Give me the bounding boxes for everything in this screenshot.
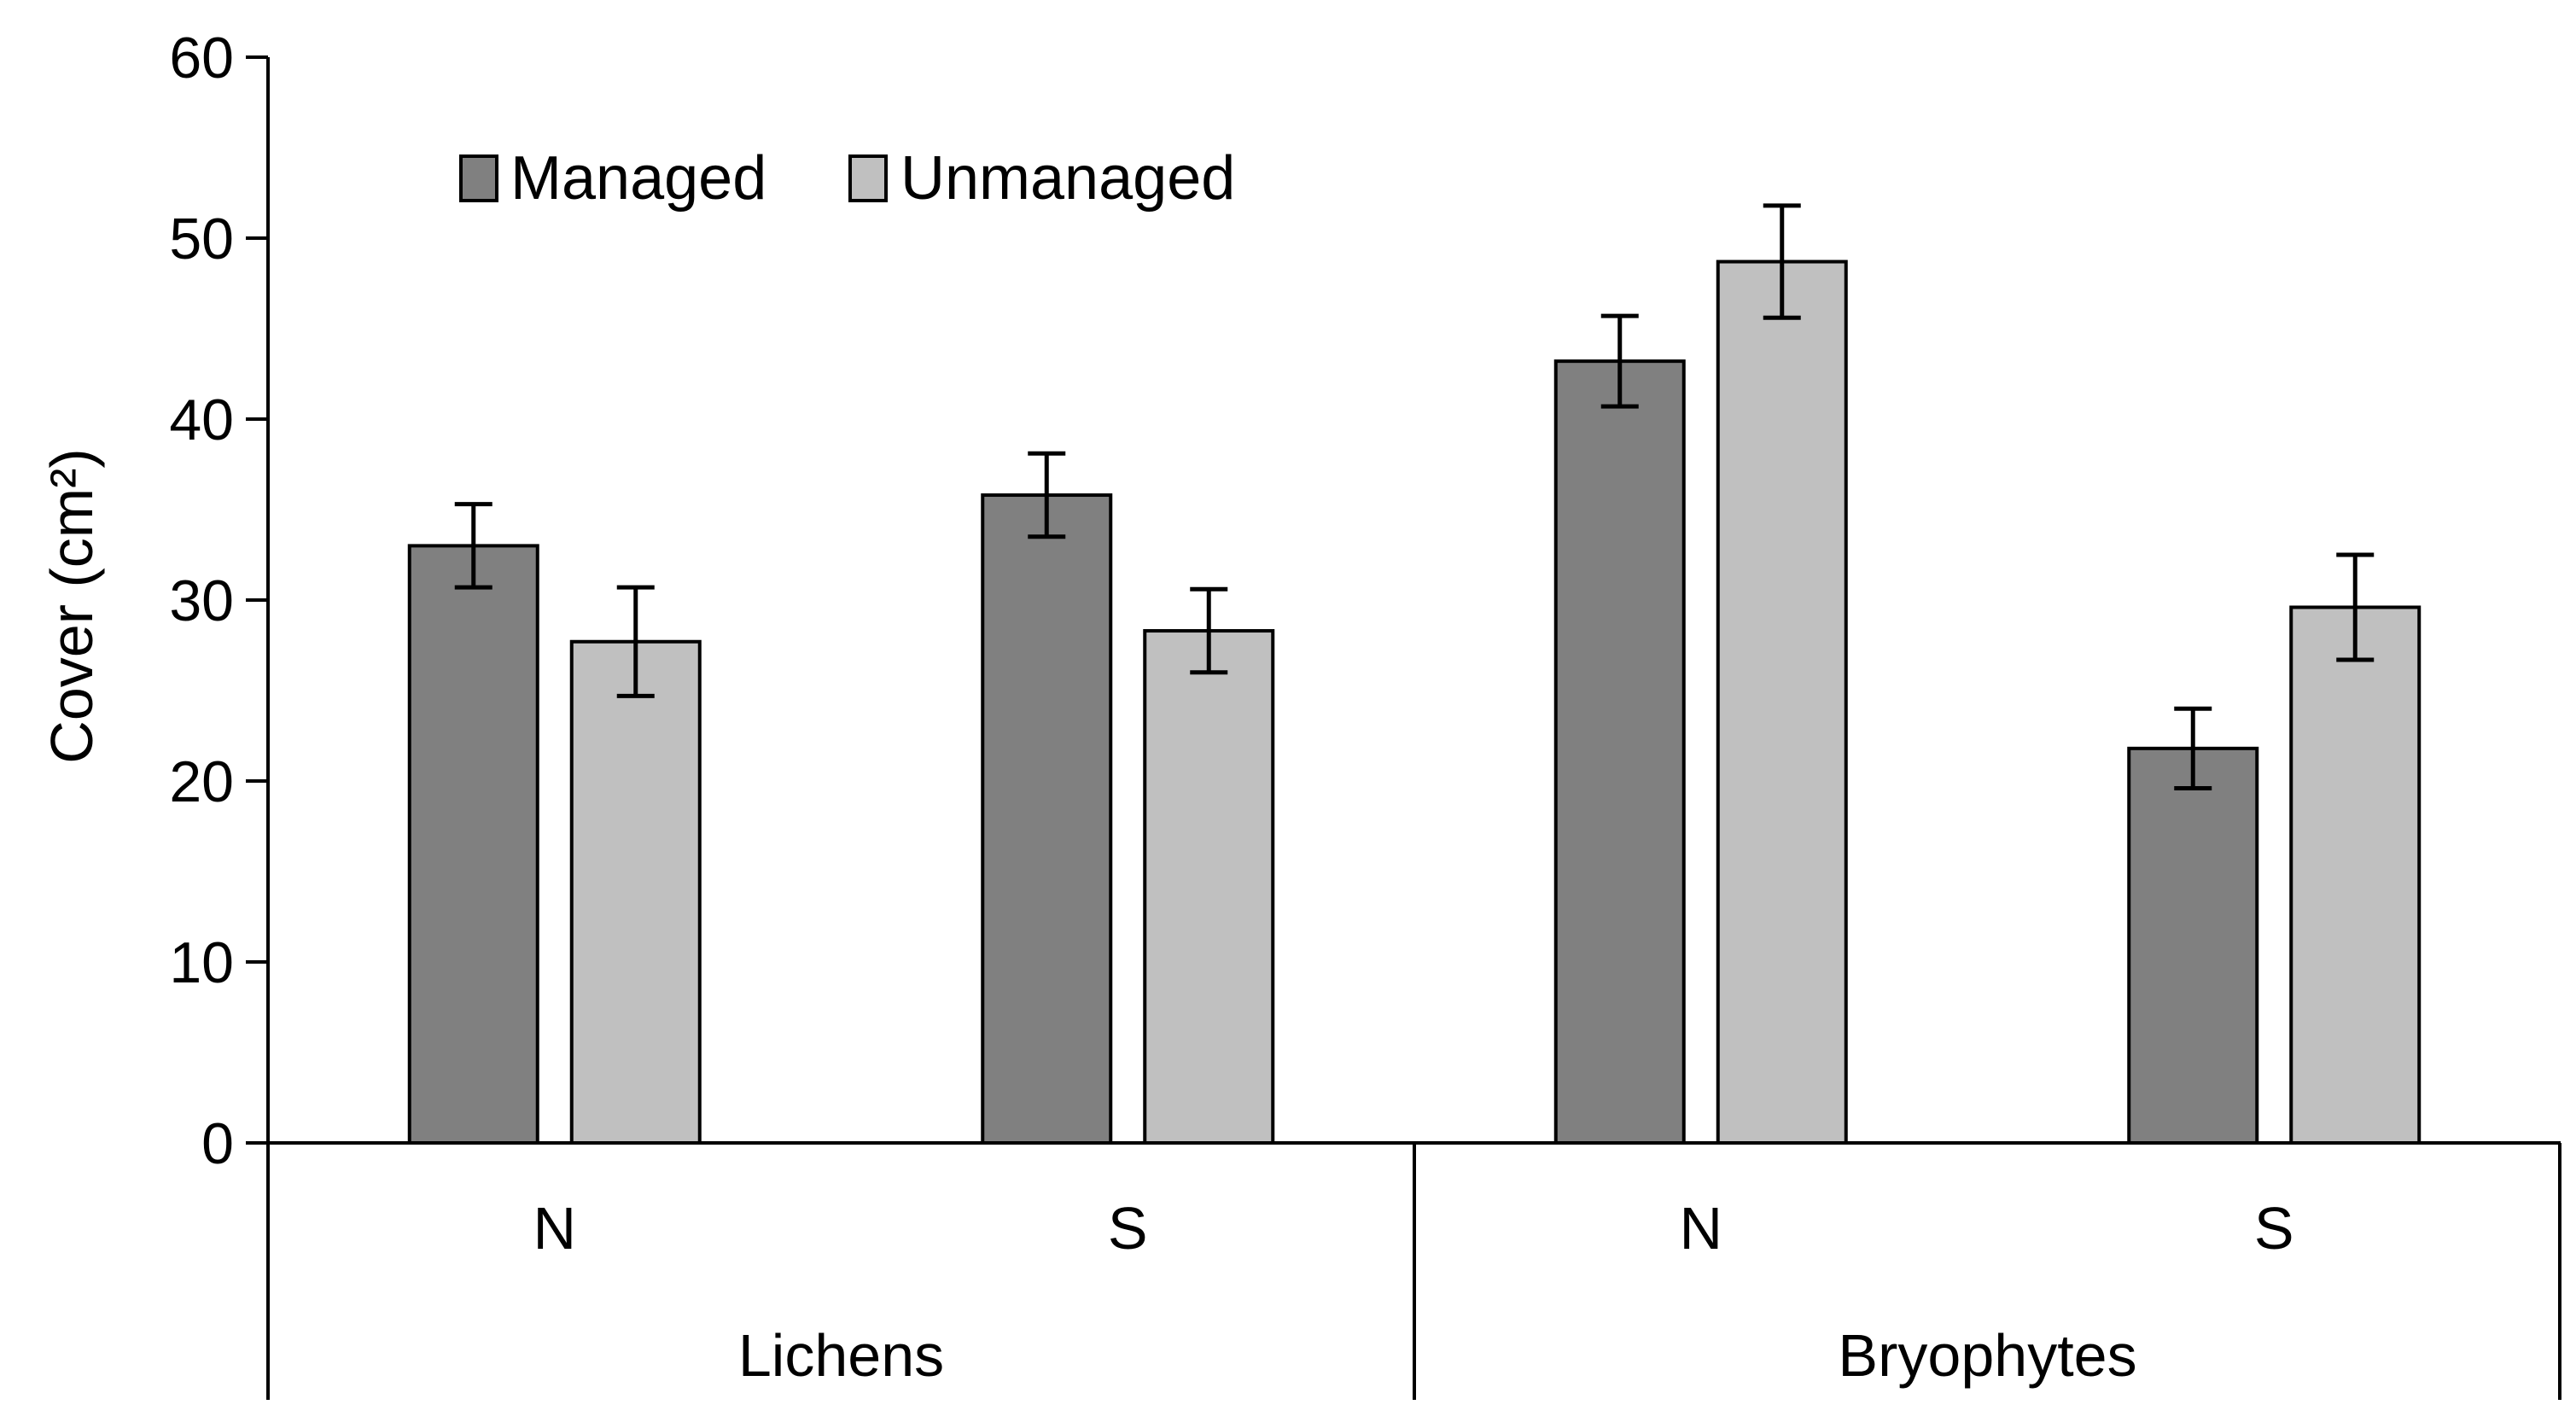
bar-managed [981,493,1113,1145]
bar-unmanaged [569,639,702,1145]
x-tick-label: S [1108,1195,1148,1262]
bar-unmanaged [1143,629,1275,1145]
bars [407,259,2422,1145]
x-tick-label: N [533,1195,576,1262]
y-tick-label: 30 [169,568,234,633]
legend-label-unmanaged: Unmanaged [900,144,1235,213]
y-tick-label: 50 [169,207,234,271]
bar-unmanaged [1716,259,1848,1145]
legend-label-managed: Managed [510,144,766,213]
y-tick-label: 10 [169,930,234,995]
labels: 0 10 20 30 40 50 60 N S N S Lichens Bryophytes [169,26,2293,1389]
bar-managed [2127,746,2259,1145]
error-bars [454,203,2375,790]
y-tick-label: 60 [169,26,234,90]
bar-managed [407,544,539,1145]
x-tick-label: S [2254,1195,2294,1262]
y-axis-title: Cover (cm²) [38,448,105,763]
legend: Managed Unmanaged [459,144,1235,213]
y-tick-label: 0 [201,1111,234,1176]
y-tick-label: 20 [169,749,234,814]
y-tick-label: 40 [169,388,234,452]
group-label: Lichens [738,1322,944,1389]
bar-unmanaged [2289,605,2422,1145]
x-tick-label: N [1679,1195,1722,1262]
legend-swatch-managed [459,154,498,202]
bar-managed [1553,359,1686,1145]
group-label: Bryophytes [1838,1322,2136,1389]
legend-swatch-unmanaged [848,154,888,202]
